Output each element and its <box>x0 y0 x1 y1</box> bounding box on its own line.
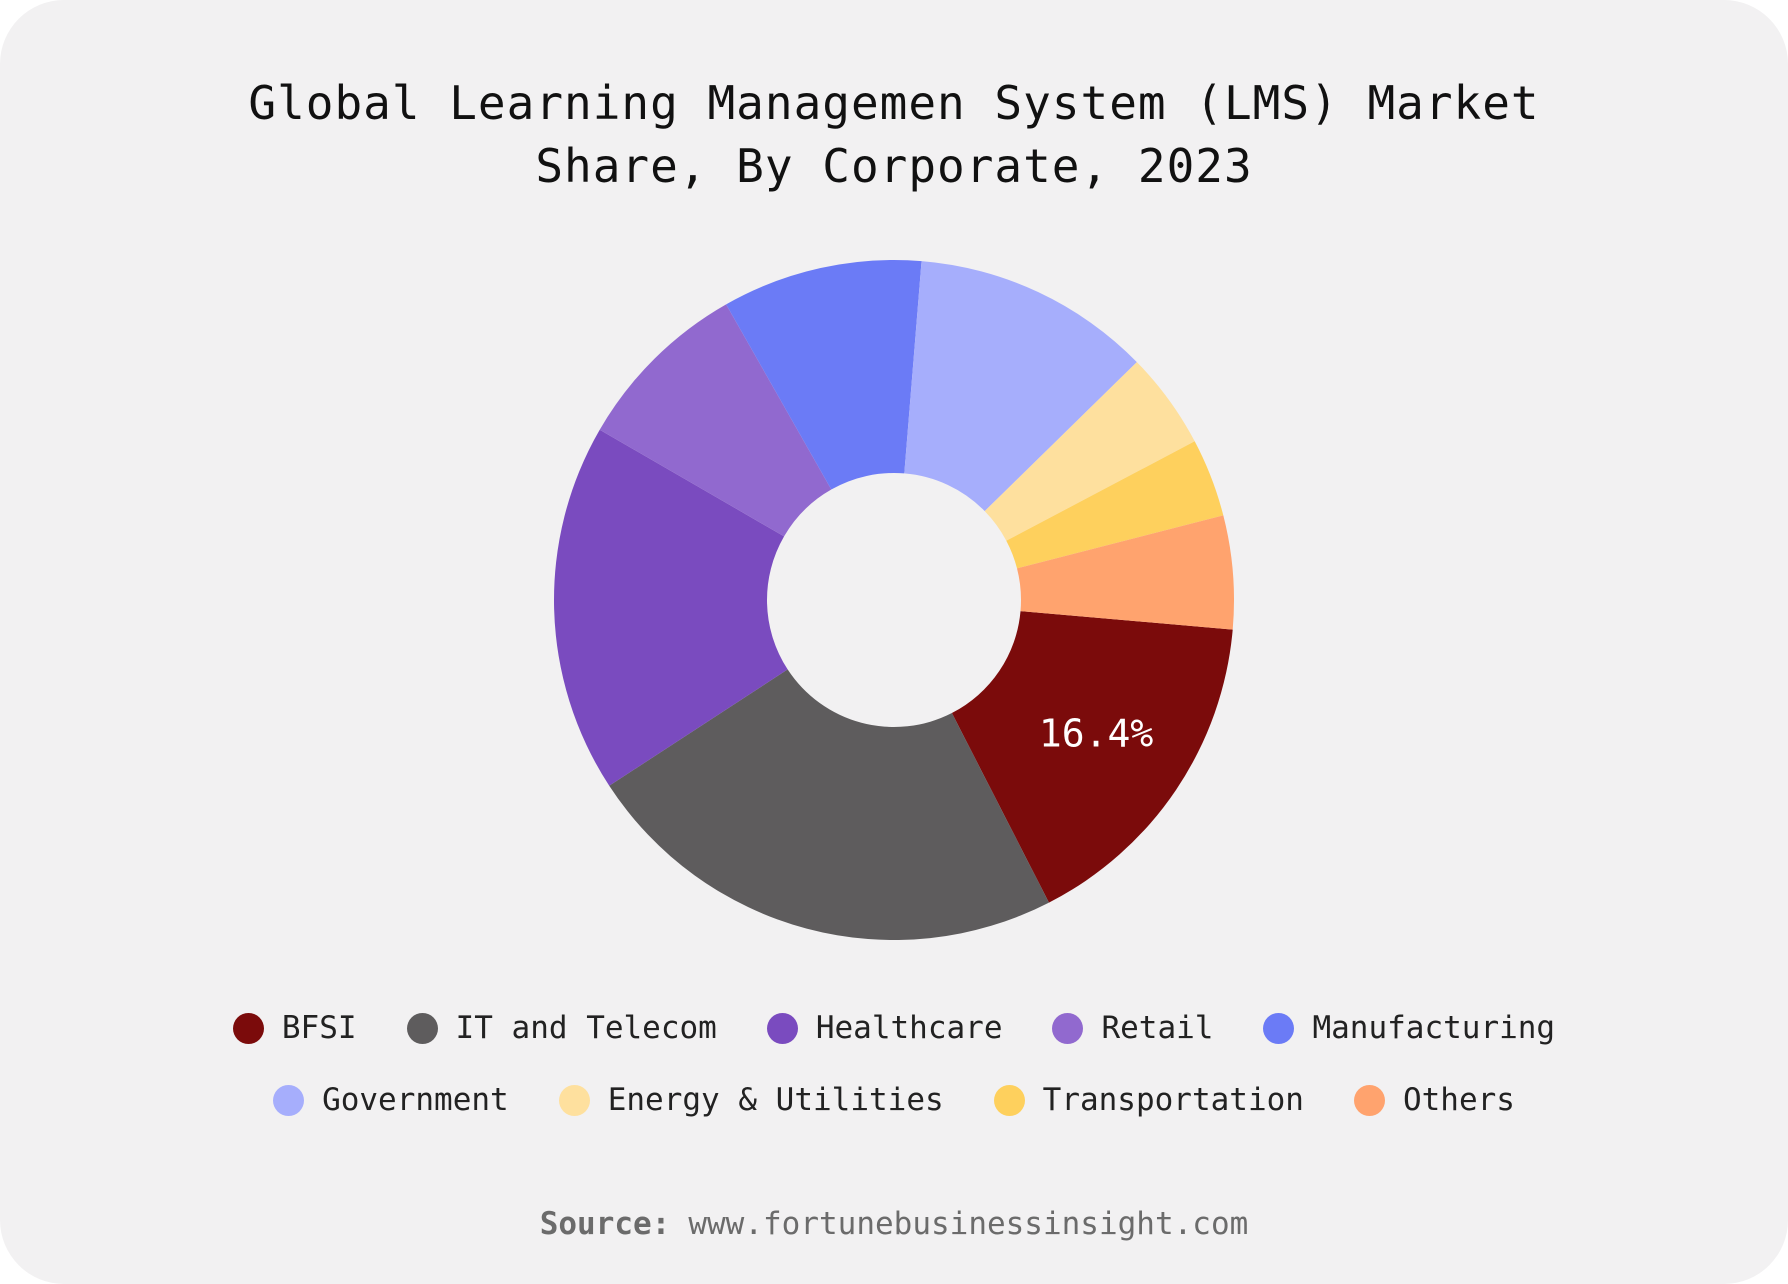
legend-swatch-it-and-telecom <box>406 1012 438 1044</box>
slice-energy-utilities[interactable] <box>984 362 1195 541</box>
legend-swatch-retail <box>1052 1012 1084 1044</box>
legend-swatch-healthcare <box>766 1012 798 1044</box>
legend-label-healthcare: Healthcare <box>815 1010 1003 1046</box>
legend-item-others[interactable]: Others <box>1353 1082 1515 1118</box>
legend-row-2: Government Energy & Utilities Transporta… <box>0 1082 1788 1118</box>
legend-swatch-transportation <box>993 1084 1025 1116</box>
legend-label-bfsi: BFSI <box>281 1010 357 1046</box>
legend-swatch-manufacturing <box>1263 1012 1295 1044</box>
legend-item-government[interactable]: Government <box>273 1082 509 1118</box>
legend-item-retail[interactable]: Retail <box>1052 1010 1213 1046</box>
source-label: Source: <box>539 1206 671 1242</box>
slice-others[interactable] <box>1017 515 1234 630</box>
legend-label-transportation: Transportation <box>1042 1082 1304 1118</box>
slice-bfsi[interactable] <box>951 611 1233 903</box>
legend-item-bfsi[interactable]: BFSI <box>232 1010 357 1046</box>
legend-item-manufacturing[interactable]: Manufacturing <box>1263 1010 1555 1046</box>
legend-item-transportation[interactable]: Transportation <box>993 1082 1304 1118</box>
legend-item-it-and-telecom[interactable]: IT and Telecom <box>406 1010 717 1046</box>
chart-title-line-2: Share, By Corporate, 2023 <box>535 139 1253 193</box>
legend-swatch-energy-utilities <box>558 1084 590 1116</box>
chart-title-line-1: Global Learning Managemen System (LMS) M… <box>248 76 1540 130</box>
legend-item-energy-utilities[interactable]: Energy & Utilities <box>558 1082 944 1118</box>
source-url[interactable]: www.fortunebusinessinsight.com <box>688 1206 1249 1242</box>
slice-retail[interactable] <box>599 304 832 537</box>
chart-title: Global Learning Managemen System (LMS) M… <box>0 72 1788 198</box>
slice-manufacturing[interactable] <box>726 260 922 490</box>
legend-label-energy-utilities: Energy & Utilities <box>607 1082 944 1118</box>
legend-swatch-others <box>1353 1084 1385 1116</box>
slice-government[interactable] <box>904 261 1137 512</box>
legend-label-government: Government <box>322 1082 509 1118</box>
legend-item-healthcare[interactable]: Healthcare <box>766 1010 1003 1046</box>
legend-label-retail: Retail <box>1101 1010 1214 1046</box>
legend-label-manufacturing: Manufacturing <box>1312 1010 1556 1046</box>
legend-label-it-and-telecom: IT and Telecom <box>455 1010 717 1046</box>
slice-healthcare[interactable] <box>554 429 788 786</box>
legend-row-1: BFSI IT and Telecom Healthcare Retail Ma… <box>0 1010 1788 1046</box>
legend-swatch-government <box>273 1084 305 1116</box>
slice-it-and-telecom[interactable] <box>609 669 1049 940</box>
legend-swatch-bfsi <box>232 1012 264 1044</box>
legend-label-others: Others <box>1402 1082 1515 1118</box>
source-note: Source: www.fortunebusinessinsight.com <box>0 1206 1788 1242</box>
data-label-bfsi: 16.4% <box>1039 711 1154 755</box>
slice-transportation[interactable] <box>1006 441 1224 569</box>
